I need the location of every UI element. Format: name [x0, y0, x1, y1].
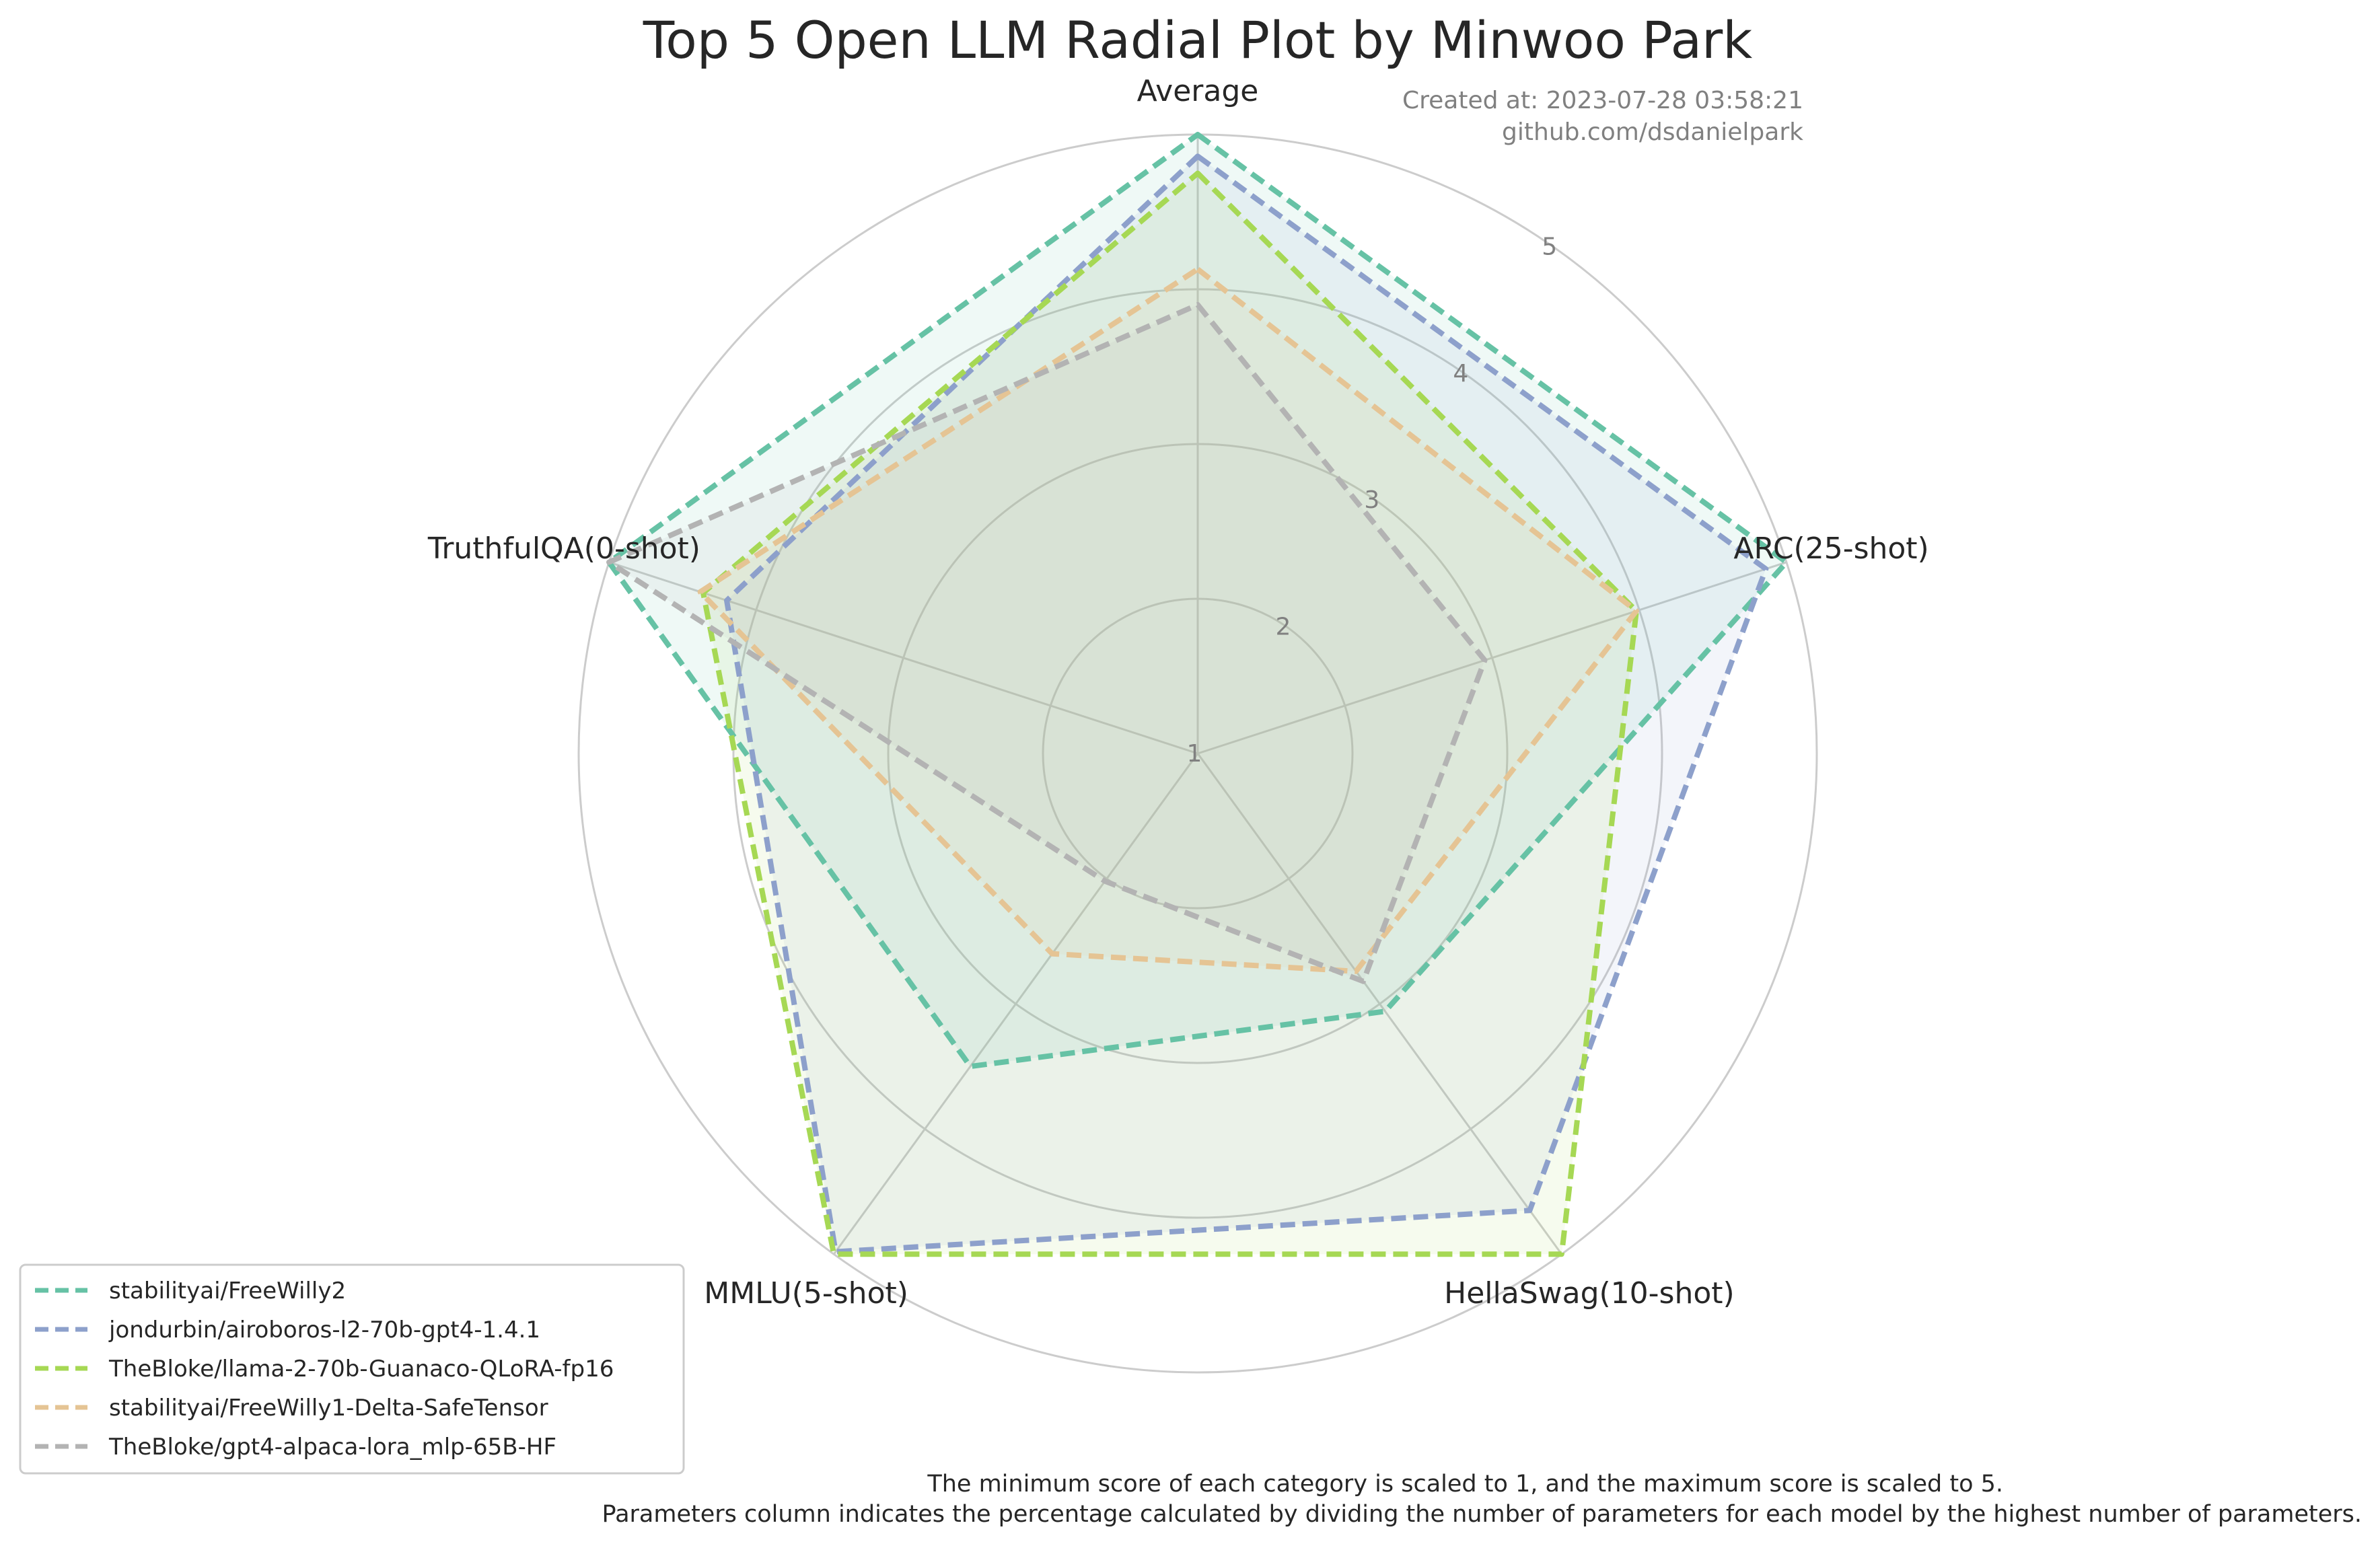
radial-tick-label: 1	[1187, 740, 1202, 768]
legend-label: TheBloke/gpt4-alpaca-lora_mlp-65B-HF	[108, 1434, 556, 1461]
legend-label: TheBloke/llama-2-70b-Guanaco-QLoRA-fp16	[108, 1356, 614, 1383]
category-label: HellaSwag(10-shot)	[1444, 1276, 1735, 1311]
series-area	[700, 269, 1636, 971]
legend-label: stabilityai/FreeWilly2	[109, 1278, 346, 1304]
series-line	[697, 266, 1639, 974]
grid-spoke	[833, 753, 1199, 1255]
radial-tick-label: 2	[1275, 614, 1291, 641]
grid-spoke	[1196, 753, 1562, 1255]
legend-label: stabilityai/FreeWilly1-Delta-SafeTensor	[109, 1395, 548, 1422]
radial-tick-label: 3	[1364, 486, 1379, 514]
legend: stabilityai/FreeWilly2 jondurbin/airoboro…	[19, 1263, 685, 1475]
footnote-line-1: The minimum score of each category is sc…	[927, 1471, 2003, 1498]
category-label: TruthfulQA(0-shot)	[427, 531, 700, 566]
category-label: ARC(25-shot)	[1733, 531, 1928, 566]
legend-label: jondurbin/airoboros-l2-70b-gpt4-1.4.1	[108, 1317, 540, 1343]
series-lines	[606, 132, 1789, 1257]
category-label: Average	[1137, 74, 1259, 108]
series-area	[609, 305, 1485, 982]
series-line	[700, 170, 1639, 1257]
axis-labels: 1 2 3 4 5 Average ARC(25-shot) HellaSwag(10-sho…	[427, 74, 1929, 1311]
series-area	[703, 173, 1636, 1255]
radial-tick-label: 4	[1453, 360, 1468, 388]
github-text: github.com/dsdanielpark	[1502, 118, 1803, 146]
footnote-line-2: Parameters column indicates the percenta…	[602, 1501, 2362, 1528]
radial-grid	[577, 133, 1818, 1374]
grid-spoke	[1197, 561, 1787, 755]
legend-frame	[19, 1263, 685, 1475]
series-line	[606, 132, 1789, 1070]
series-line	[606, 302, 1488, 984]
chart-title: Top 5 Open LLM Radial Plot by Minwoo Par…	[643, 10, 1753, 70]
grid-spoke	[608, 561, 1198, 755]
radial-tick-label: 5	[1542, 233, 1557, 260]
series-area	[727, 156, 1766, 1252]
created-at-text: Created at: 2023-07-28 03:58:21	[1402, 87, 1803, 114]
category-label: MMLU(5-shot)	[704, 1276, 908, 1311]
